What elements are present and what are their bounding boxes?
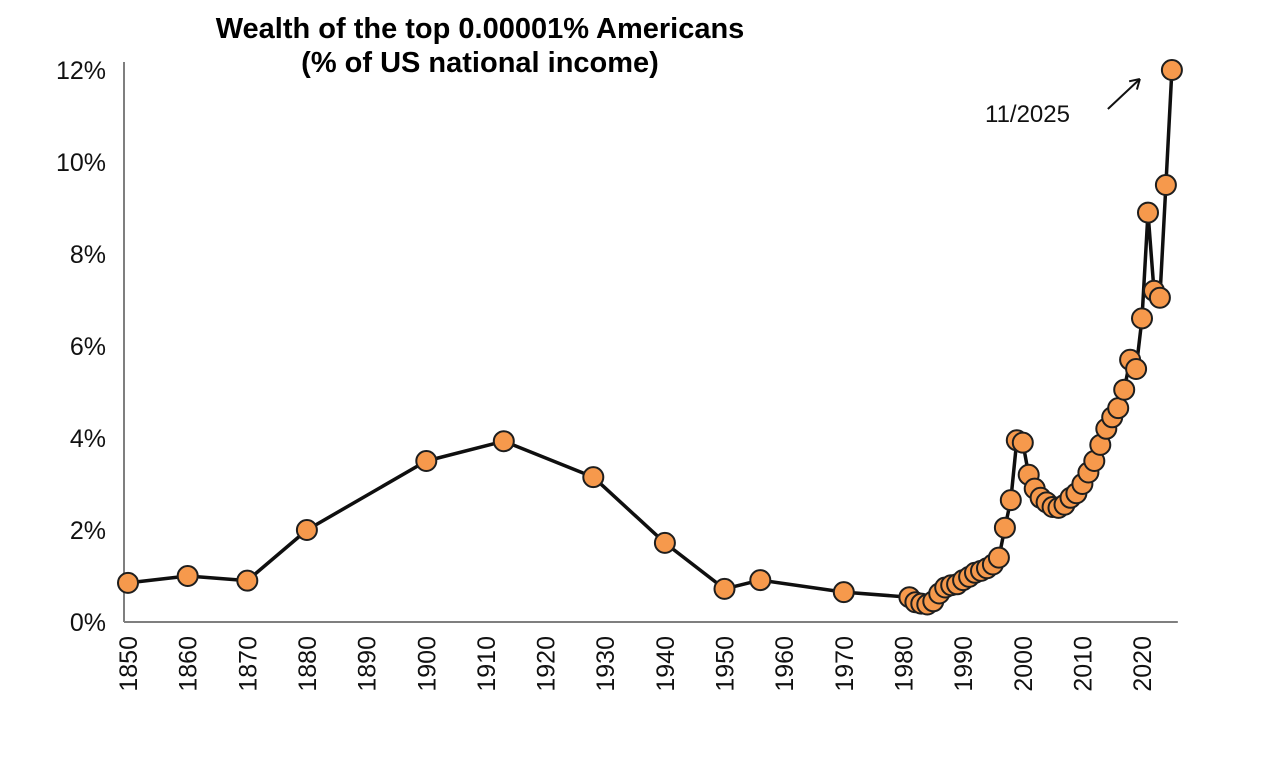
- x-tick-label-1880: 1880: [294, 636, 322, 692]
- data-point-1850: [117, 571, 139, 594]
- annotation-arrowhead-0: [1135, 78, 1141, 90]
- chart-title: Wealth of the top 0.00001% Americans (% …: [0, 12, 960, 80]
- data-point-1900: [415, 450, 438, 472]
- x-tick-label-1980: 1980: [890, 636, 918, 692]
- x-tick-label-1850: 1850: [115, 636, 143, 692]
- x-tick-label-2000: 2000: [1010, 636, 1038, 692]
- x-tick-label-1990: 1990: [950, 636, 978, 692]
- x-tick-label-1870: 1870: [234, 636, 262, 692]
- data-point-2016: [1107, 397, 1130, 420]
- y-tick-label-0%: 0%: [70, 609, 106, 637]
- chart-title-line2: (% of US national income): [301, 47, 659, 79]
- x-tick-label-1910: 1910: [473, 636, 501, 692]
- y-tick-label-6%: 6%: [70, 333, 106, 361]
- data-point-2020: [1131, 307, 1153, 330]
- x-tick-label-1900: 1900: [413, 636, 441, 692]
- x-tick-label-1970: 1970: [831, 636, 859, 692]
- annotation-arrow: [1107, 78, 1141, 110]
- x-tick-label-2020: 2020: [1129, 636, 1157, 692]
- annotation-label: 11/2025: [985, 101, 1070, 128]
- y-tick-label-12%: 12%: [56, 57, 106, 85]
- y-tick-label-8%: 8%: [70, 241, 106, 269]
- y-tick-label-4%: 4%: [70, 425, 106, 453]
- x-tick-label-1890: 1890: [354, 636, 382, 692]
- data-point-1997: [993, 516, 1016, 539]
- x-tick-label-1920: 1920: [533, 636, 561, 692]
- data-point-1996: [987, 546, 1010, 569]
- data-point-1880: [295, 519, 318, 541]
- data-point-1940: [653, 531, 676, 554]
- x-tick-label-1930: 1930: [592, 636, 620, 692]
- x-tick-label-1950: 1950: [712, 636, 740, 692]
- data-point-1870: [236, 569, 259, 592]
- x-tick-label-1860: 1860: [175, 636, 203, 692]
- chart-title-line1: Wealth of the top 0.00001% Americans: [215, 13, 745, 45]
- data-point-1860: [176, 565, 199, 587]
- x-tick-label-1940: 1940: [652, 636, 680, 692]
- x-tick-label-1960: 1960: [771, 636, 799, 692]
- data-point-2024: [1154, 174, 1177, 196]
- data-point-2019: [1125, 358, 1148, 380]
- y-tick-label-10%: 10%: [56, 149, 106, 177]
- data-point-2021: [1137, 201, 1159, 224]
- data-point-1913: [492, 430, 515, 453]
- annotation-arrowhead-1: [1128, 78, 1141, 83]
- data-point-1950: [713, 577, 736, 600]
- data-point-1956: [749, 569, 772, 592]
- x-tick-label-2010: 2010: [1069, 636, 1097, 692]
- y-tick-label-2%: 2%: [70, 517, 106, 545]
- data-point-1970: [832, 581, 855, 604]
- data-point-2025: [1160, 59, 1183, 81]
- data-point-2023: [1148, 286, 1171, 309]
- data-point-2017: [1113, 378, 1136, 401]
- data-point-1928: [582, 466, 605, 489]
- data-point-1998: [999, 489, 1022, 512]
- data-point-2000: [1011, 431, 1034, 454]
